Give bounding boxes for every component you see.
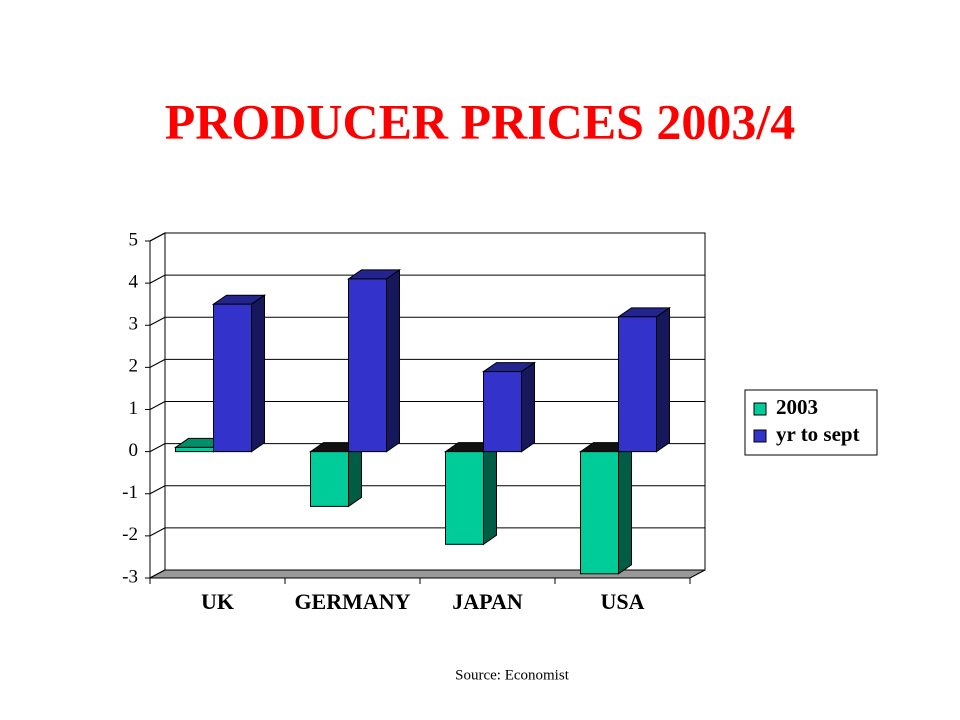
bar-side: [521, 361, 535, 453]
bar-side: [386, 268, 400, 453]
y-tick-label: -3: [122, 566, 138, 587]
bar-side: [656, 306, 670, 453]
bar: [213, 303, 252, 453]
bar: [580, 451, 619, 575]
bar: [445, 451, 484, 545]
bar: [348, 278, 387, 453]
bar-side: [348, 441, 362, 508]
source-note: Source: Economist: [455, 667, 570, 683]
y-tick-label: 4: [129, 271, 139, 292]
x-tick-label: GERMANY: [294, 589, 410, 614]
y-tick-label: 0: [129, 440, 139, 461]
bar-side: [483, 441, 497, 546]
legend-box: [744, 389, 878, 456]
y-tick-label: -1: [122, 482, 138, 503]
bar-side: [618, 441, 632, 575]
grid-line: [149, 527, 166, 537]
grid-line: [149, 485, 166, 495]
legend-swatch: [753, 402, 767, 416]
bar: [175, 446, 214, 453]
grid-line: [149, 401, 166, 410]
y-tick-label: 3: [129, 314, 139, 335]
chart-title: PRODUCER PRICES 2003/4: [165, 93, 796, 149]
y-tick-label: 2: [129, 356, 139, 377]
x-tick-label: UK: [201, 589, 234, 614]
y-tick-label: 1: [129, 398, 139, 419]
grid-line: [149, 274, 166, 284]
y-tick-label: 5: [129, 229, 139, 250]
legend-label: yr to sept: [776, 422, 860, 446]
bar: [618, 316, 657, 453]
legend-swatch: [753, 429, 767, 443]
bar: [310, 451, 349, 507]
bar-side: [251, 294, 265, 453]
legend-label: 2003: [776, 395, 818, 419]
y-tick-label: -2: [122, 524, 138, 545]
grid-line: [149, 232, 166, 242]
grid-line: [149, 358, 166, 368]
grid-line: [149, 443, 166, 453]
grid-line: [149, 316, 166, 326]
bar: [483, 371, 522, 453]
x-tick-label: USA: [600, 589, 644, 614]
x-tick-label: JAPAN: [452, 589, 523, 614]
